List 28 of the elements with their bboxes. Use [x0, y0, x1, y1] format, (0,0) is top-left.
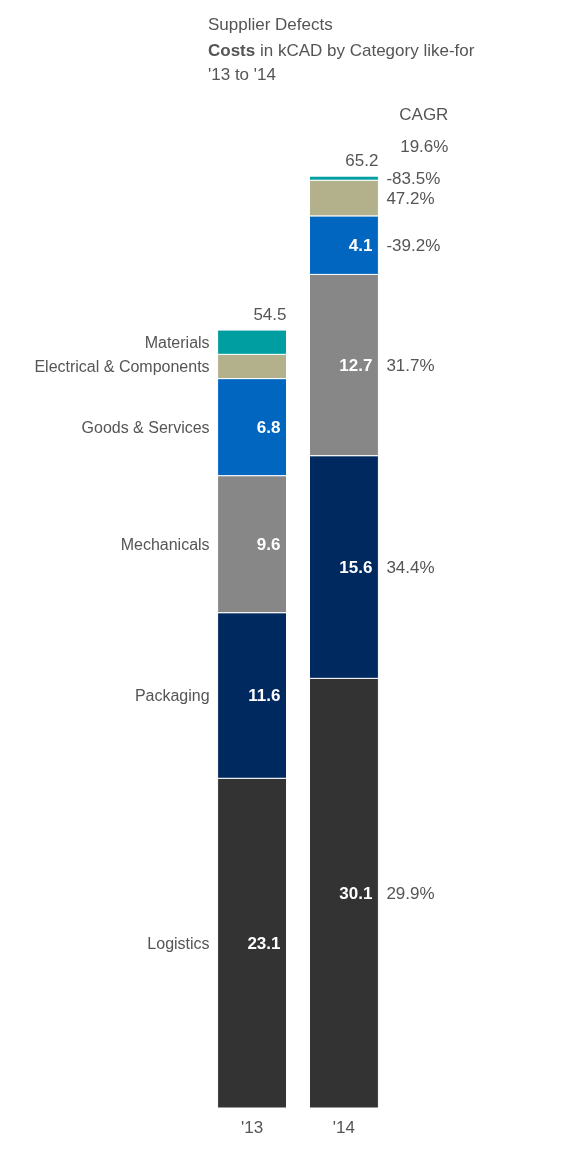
data-label: 6.8	[256, 418, 281, 438]
data-label: 4.1	[348, 236, 373, 256]
text: CAGR	[399, 105, 449, 125]
total-label: 65.2	[345, 151, 379, 171]
series-label: Goods & Services	[81, 419, 210, 437]
series-label: Packaging	[134, 687, 210, 705]
x-tick-label: '14	[332, 1118, 356, 1137]
annotation: 34.4%	[386, 558, 435, 578]
text: 19.6%	[400, 137, 449, 157]
series-label: Mechanicals	[120, 536, 210, 554]
series-label: Electrical & Components	[34, 358, 210, 376]
annotation: 47.2%	[386, 189, 435, 209]
data-label: 23.1	[247, 934, 281, 954]
annotation: -83.5%	[386, 169, 441, 189]
data-label: 30.1	[339, 884, 373, 904]
chart-subtitle: Costs in kCAD by Category like-for '13 to '14	[208, 41, 475, 84]
data-label: 12.7	[339, 356, 373, 376]
total-label: 54.5	[253, 305, 287, 325]
series-label: Logistics	[147, 935, 210, 953]
data-label: 15.6	[339, 558, 373, 578]
data-label: 11.6	[248, 686, 281, 706]
annotation: 31.7%	[386, 356, 435, 376]
data-label: 9.6	[256, 535, 281, 555]
chart-title: Supplier Defects	[208, 15, 333, 34]
x-tick-label: '13	[240, 1118, 264, 1137]
annotation: 29.9%	[386, 884, 435, 904]
annotation: -39.2%	[386, 236, 441, 256]
series-label: Materials	[144, 334, 210, 352]
